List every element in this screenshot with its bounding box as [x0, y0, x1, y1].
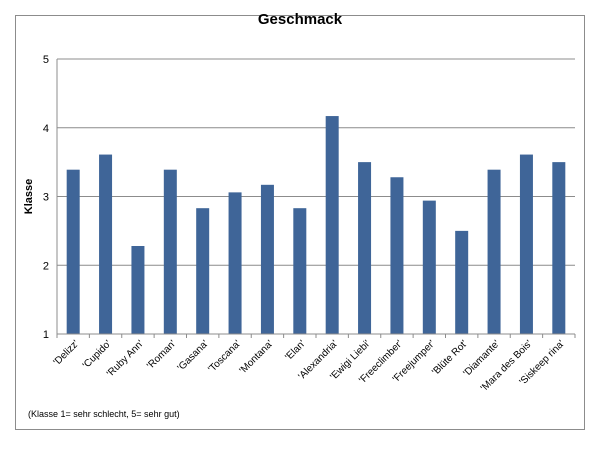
bar — [487, 169, 501, 334]
x-category-label: 'Cupido' — [81, 338, 114, 371]
x-category-labels: 'Delizz' 'Cupido''Ruby Ann' 'Roman''Gasana… — [52, 334, 576, 394]
x-category-label: 'Elan' — [283, 338, 308, 363]
bar — [293, 208, 307, 334]
y-tick-label: 2 — [43, 260, 49, 272]
y-tick-labels: 1 2 3 4 5 — [43, 54, 49, 341]
footnote: (Klasse 1= sehr schlecht, 5= sehr gut) — [28, 409, 180, 419]
bar — [519, 154, 533, 334]
x-category-label: 'Delizz' — [52, 338, 82, 368]
bar — [196, 208, 210, 334]
y-axis-label: Klasse — [23, 179, 35, 214]
bar — [325, 116, 339, 334]
bar — [455, 230, 469, 334]
y-tick-label: 4 — [43, 123, 49, 135]
bar — [99, 154, 113, 334]
x-category-label: 'Roman' — [145, 338, 178, 371]
y-tick-label: 3 — [43, 192, 49, 204]
bar — [358, 162, 372, 334]
x-category-label: 'Gasana' — [176, 338, 211, 373]
bar — [552, 162, 566, 334]
bars — [66, 116, 566, 334]
y-tick-label: 5 — [43, 54, 49, 66]
bar — [390, 177, 404, 334]
bar — [131, 246, 145, 334]
x-category-label: 'Montana' — [238, 338, 276, 376]
bar — [260, 184, 274, 334]
bar — [422, 200, 436, 334]
y-tick-label: 1 — [43, 329, 49, 341]
bar — [66, 169, 80, 334]
bar — [228, 192, 242, 334]
bar — [163, 169, 177, 334]
chart-title: Geschmack — [257, 11, 343, 28]
